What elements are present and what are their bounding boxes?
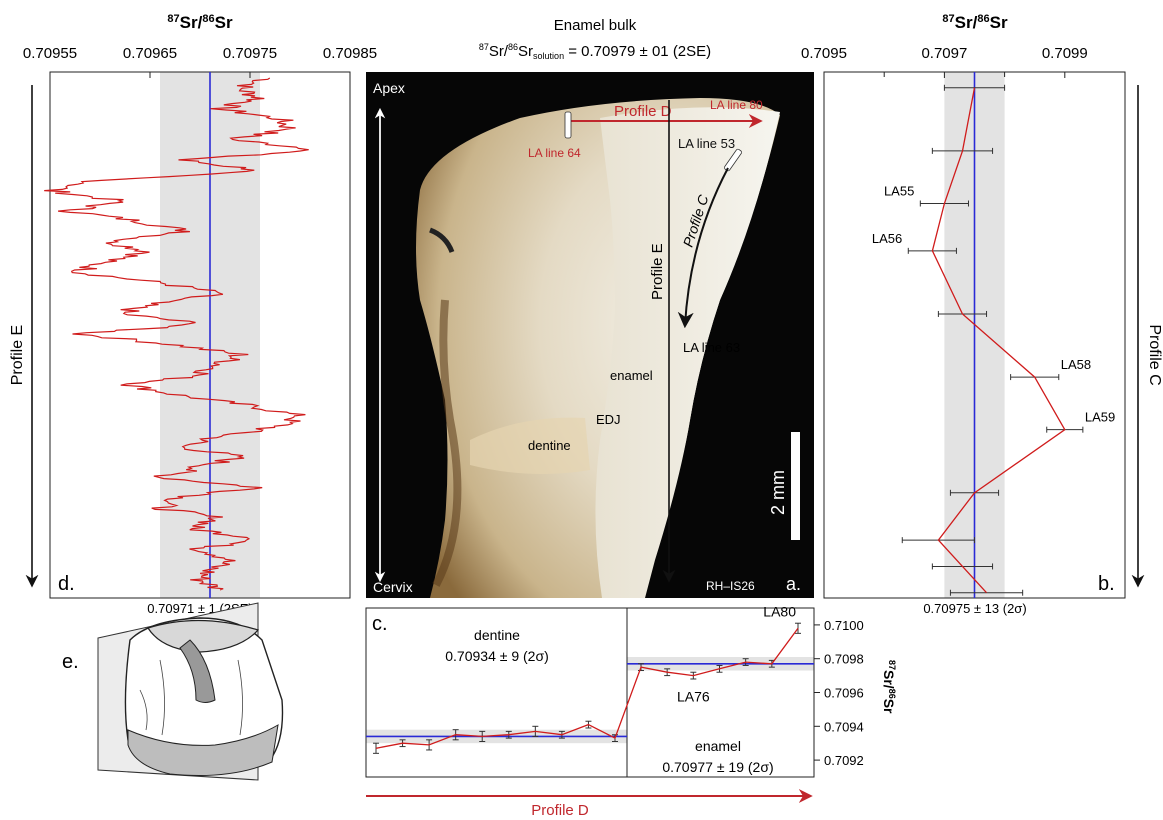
panel-b-series-line: [931, 87, 1066, 594]
panel-c-point-label: LA80: [763, 603, 796, 619]
edj-photo-label: EDJ: [596, 412, 621, 427]
la-line-64-marker: [564, 111, 572, 139]
panel-b-summary: 0.70975 ± 13 (2σ): [923, 601, 1026, 616]
la-line-63-label: LA line 63: [683, 340, 740, 355]
scale-bar-label: 2 mm: [768, 470, 788, 515]
dentine-area: [470, 417, 590, 474]
panel-b-point-label: LA55: [884, 184, 914, 199]
panel-c-y-tick-label: 0.7094: [824, 719, 864, 734]
panel-c-point-label: LA76: [677, 689, 710, 705]
specimen-id: RH–IS26: [706, 579, 755, 593]
scale-bar: [791, 432, 800, 540]
dentine-photo-label: dentine: [528, 438, 571, 453]
la-line-80-label: LA line 80: [710, 98, 763, 112]
la-line-53-label: LA line 53: [678, 136, 735, 151]
panel-b-point-label: LA56: [872, 231, 902, 246]
profile-e-photo-label: Profile E: [649, 243, 666, 300]
panel-b-profile-label: Profile C: [1146, 324, 1163, 385]
enamel-layer: [595, 107, 780, 598]
panel-c-y-tick-label: 0.7098: [824, 652, 864, 667]
panel-a-photo: Enamel bulk 87Sr/86Srsolution = 0.70979 …: [366, 17, 814, 598]
panel-c-series-line: [375, 627, 799, 749]
panel-b-tick-marks: [823, 72, 1066, 78]
tooth-edge-stain: [432, 299, 462, 587]
panel-d-x-ticks: 0.70955 0.70965 0.70975 0.70985: [23, 45, 377, 62]
panel-b-x-ticks: 0.7095 0.7097 0.7099: [801, 45, 1088, 62]
panel-c-point-labels: LA76 LA80: [677, 603, 796, 704]
panel-c-y-tick-label: 0.7092: [824, 753, 864, 768]
profile-d-photo-label: Profile D: [614, 103, 672, 120]
photo-header-line1: Enamel bulk: [554, 17, 637, 34]
panel-c-enamel-label: enamel: [695, 738, 741, 754]
panel-c-dentine-label: dentine: [474, 627, 520, 643]
panel-d-axis-title: 87Sr/86Sr: [167, 13, 233, 32]
panel-b-point-label: LA59: [1085, 410, 1115, 425]
panel-c-enamel-value: 0.70977 ± 19 (2σ): [662, 759, 773, 775]
panel-d-label: d.: [58, 573, 75, 595]
panel-c-y-tick-label: 0.7100: [824, 618, 864, 633]
panel-b-point-label: LA58: [1061, 357, 1091, 372]
panel-a-label: a.: [786, 574, 801, 594]
tooth-hatching: [139, 659, 243, 736]
la-line-64-label: LA line 64: [528, 146, 581, 160]
panel-d-x-tick-label: 0.70985: [323, 45, 377, 62]
panel-c-frame: [365, 607, 815, 778]
panel-c-dentine-value: 0.70934 ± 9 (2σ): [445, 648, 549, 664]
panel-b-x-tick-label: 0.7095: [801, 45, 847, 62]
tooth-section-cut: [179, 639, 216, 703]
apex-label: Apex: [373, 80, 405, 96]
panel-b-x-tick-label: 0.7097: [921, 45, 967, 62]
panel-e-drawing: e.: [62, 602, 284, 781]
panel-c-label: c.: [372, 613, 388, 635]
tooth-crack: [429, 227, 455, 253]
profile-c-photo-arrow: [677, 167, 729, 329]
panel-b-axis-title: 87Sr/86Sr: [942, 13, 1008, 32]
panel-e-label: e.: [62, 651, 79, 673]
panel-d-tick-marks: [49, 72, 351, 78]
panel-d-x-tick-label: 0.70955: [23, 45, 77, 62]
panel-c-axis-title: 87Sr/86Sr: [881, 660, 897, 714]
panel-b-point-labels: LA55 LA56 LA58 LA59: [872, 184, 1115, 425]
tooth-root-shading: [127, 724, 279, 776]
panel-d-profile-label: Profile E: [9, 325, 26, 385]
panel-d-x-tick-label: 0.70975: [223, 45, 277, 62]
panel-d-chart: 87Sr/86Sr 0.70955 0.70965 0.70975 0.70985 d…: [9, 13, 377, 616]
photo-header-line2: 87Sr/86Srsolution = 0.70979 ± 01 (2SE): [479, 42, 711, 61]
cervix-label: Cervix: [373, 579, 413, 595]
panel-c-y-tick-label: 0.7096: [824, 686, 864, 701]
enamel-photo-label: enamel: [610, 368, 653, 383]
panel-d-series-line: [44, 77, 309, 591]
panel-b-chart: 87Sr/86Sr 0.7095 0.7097 0.7099 LA55LA56LA5…: [801, 13, 1163, 616]
profile-d-bottom-label: Profile D: [531, 802, 589, 819]
panel-b-x-tick-label: 0.7099: [1042, 45, 1088, 62]
panel-b-label: b.: [1098, 573, 1115, 595]
tooth-occlusal-surface: [147, 619, 260, 653]
panel-d-x-tick-label: 0.70965: [123, 45, 177, 62]
panel-c-y-ticks: 0.7100 0.7098 0.7096 0.7094 0.7092: [814, 618, 864, 768]
panel-d-frame: [49, 71, 351, 599]
